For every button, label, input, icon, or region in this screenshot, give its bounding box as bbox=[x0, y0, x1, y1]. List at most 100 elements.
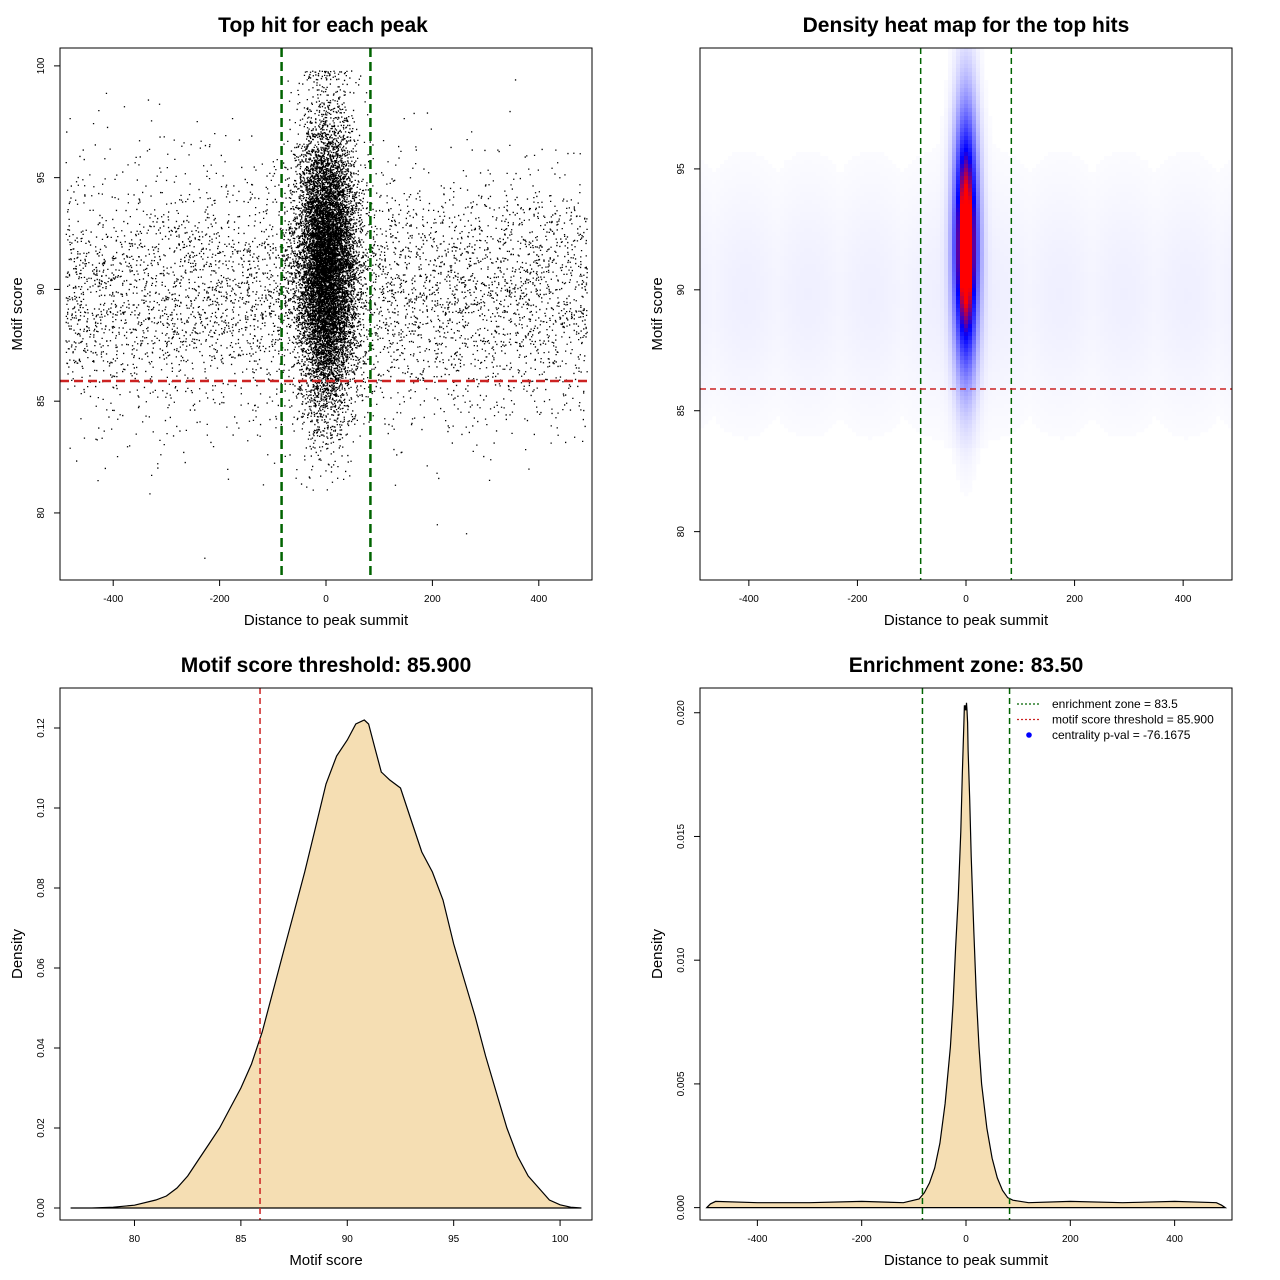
heatmap-cell bbox=[828, 180, 833, 185]
heatmap-cell bbox=[868, 152, 873, 157]
heatmap-cell bbox=[952, 296, 957, 301]
heatmap-cell bbox=[856, 300, 861, 305]
heatmap-cell bbox=[756, 248, 761, 253]
heatmap-cell bbox=[788, 188, 793, 193]
heatmap-cell bbox=[736, 272, 741, 277]
heatmap-cell bbox=[880, 232, 885, 237]
heatmap-cell bbox=[888, 300, 893, 305]
heatmap-cell bbox=[860, 152, 865, 157]
heatmap-cell bbox=[928, 184, 933, 189]
heatmap-cell bbox=[824, 236, 829, 241]
heatmap-cell bbox=[948, 392, 953, 397]
heatmap-cell bbox=[936, 436, 941, 441]
heatmap-cell bbox=[960, 60, 965, 65]
heatmap-cell bbox=[964, 88, 969, 93]
heatmap-cell bbox=[796, 280, 801, 285]
heatmap-cell bbox=[892, 336, 897, 341]
heatmap-cell bbox=[760, 344, 765, 349]
heatmap-cell bbox=[756, 408, 761, 413]
heatmap-cell bbox=[760, 268, 765, 273]
heatmap-cell bbox=[912, 396, 917, 401]
heatmap-cell bbox=[840, 224, 845, 229]
heatmap-cell bbox=[808, 292, 813, 297]
heatmap-cell bbox=[908, 408, 913, 413]
heatmap-cell bbox=[960, 368, 965, 373]
heatmap-cell bbox=[940, 432, 945, 437]
heatmap-cell bbox=[820, 396, 825, 401]
heatmap-cell bbox=[964, 436, 969, 441]
heatmap-cell bbox=[816, 236, 821, 241]
heatmap-cell bbox=[964, 416, 969, 421]
heatmap-cell bbox=[796, 184, 801, 189]
heatmap-cell bbox=[960, 436, 965, 441]
heatmap-cell bbox=[844, 260, 849, 265]
heatmap-cell bbox=[852, 324, 857, 329]
heatmap-cell bbox=[772, 256, 777, 261]
heatmap-cell bbox=[916, 308, 921, 313]
heatmap-cell bbox=[880, 192, 885, 197]
heatmap-cell bbox=[768, 272, 773, 277]
heatmap-cell bbox=[964, 100, 969, 105]
heatmap-cell bbox=[704, 200, 709, 205]
heatmap-cell bbox=[808, 432, 813, 437]
heatmap-cell bbox=[776, 184, 781, 189]
heatmap-cell bbox=[960, 248, 965, 253]
heatmap-cell bbox=[720, 284, 725, 289]
heatmap-cell bbox=[964, 456, 969, 461]
heatmap-cell bbox=[772, 308, 777, 313]
heatmap-cell bbox=[744, 160, 749, 165]
heatmap-cell bbox=[928, 428, 933, 433]
heatmap-cell bbox=[872, 384, 877, 389]
heatmap-cell bbox=[744, 400, 749, 405]
heatmap-cell bbox=[956, 232, 961, 237]
heatmap-cell bbox=[928, 352, 933, 357]
heatmap-cell bbox=[900, 336, 905, 341]
heatmap-cell bbox=[952, 144, 957, 149]
heatmap-cell bbox=[960, 108, 965, 113]
heatmap-cell bbox=[804, 308, 809, 313]
heatmap-cell bbox=[764, 184, 769, 189]
heatmap-cell bbox=[856, 368, 861, 373]
heatmap-cell bbox=[740, 320, 745, 325]
heatmap-cell bbox=[812, 380, 817, 385]
heatmap-cell bbox=[936, 372, 941, 377]
heatmap-cell bbox=[740, 152, 745, 157]
heatmap-cell bbox=[816, 172, 821, 177]
heatmap-cell bbox=[972, 56, 977, 61]
heatmap-cell bbox=[704, 204, 709, 209]
heatmap-cell bbox=[744, 256, 749, 261]
heatmap-cell bbox=[904, 176, 909, 181]
heatmap-cell bbox=[956, 220, 961, 225]
heatmap-cell bbox=[956, 92, 961, 97]
heatmap-cell bbox=[872, 200, 877, 205]
heatmap-cell bbox=[748, 348, 753, 353]
heatmap-cell bbox=[712, 376, 717, 381]
heatmap-cell bbox=[856, 424, 861, 429]
heatmap-cell bbox=[780, 416, 785, 421]
heatmap-cell bbox=[888, 264, 893, 269]
heatmap-cell bbox=[704, 372, 709, 377]
heatmap-cell bbox=[924, 208, 929, 213]
heatmap-cell bbox=[812, 252, 817, 257]
heatmap-cell bbox=[828, 344, 833, 349]
heatmap-cell bbox=[792, 380, 797, 385]
heatmap-cell bbox=[800, 360, 805, 365]
heatmap-cell bbox=[788, 212, 793, 217]
heatmap-cell bbox=[732, 336, 737, 341]
heatmap-cell bbox=[932, 372, 937, 377]
heatmap-cell bbox=[916, 380, 921, 385]
heatmap-cell bbox=[776, 236, 781, 241]
heatmap-cell bbox=[700, 328, 705, 333]
heatmap-cell bbox=[796, 420, 801, 425]
heatmap-cell bbox=[796, 232, 801, 237]
heatmap-cell bbox=[824, 192, 829, 197]
heatmap-cell bbox=[928, 204, 933, 209]
heatmap-cell bbox=[740, 204, 745, 209]
heatmap-cell bbox=[968, 52, 973, 57]
heatmap-cell bbox=[932, 412, 937, 417]
heatmap-cell bbox=[712, 252, 717, 257]
heatmap-cell bbox=[964, 236, 969, 241]
heatmap-cell bbox=[928, 212, 933, 217]
heatmap-cell bbox=[880, 152, 885, 157]
heatmap-cell bbox=[916, 352, 921, 357]
